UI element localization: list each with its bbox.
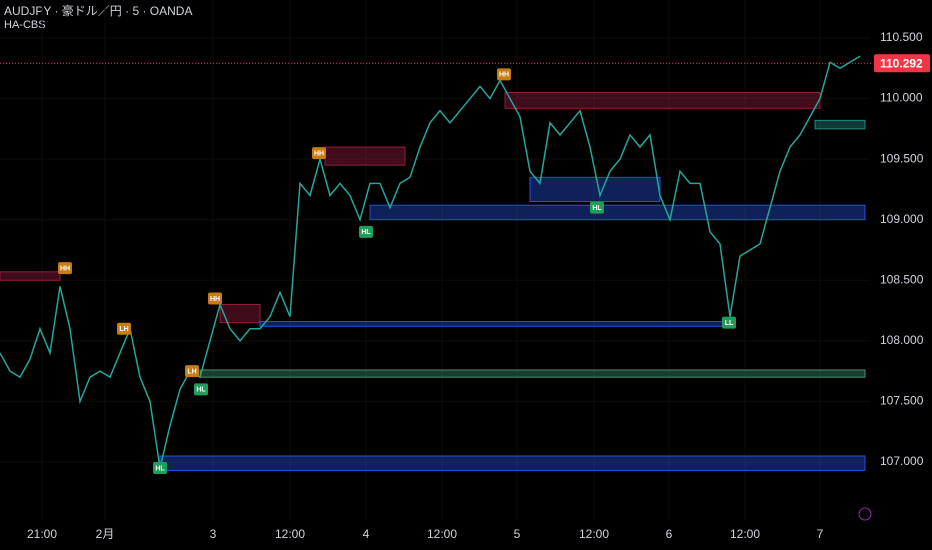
x-tick-label: 12:00 bbox=[427, 527, 457, 541]
zone bbox=[369, 204, 866, 221]
zone bbox=[504, 92, 821, 109]
pivot-marker bbox=[497, 68, 511, 81]
pivot-label: HH bbox=[210, 296, 220, 303]
y-tick-label: 110.500 bbox=[880, 30, 923, 44]
pivot-label: HH bbox=[499, 72, 509, 79]
zone bbox=[814, 119, 866, 130]
x-tick-label: 12:00 bbox=[579, 527, 609, 541]
pivot-marker bbox=[153, 462, 167, 475]
pivot-label: HH bbox=[314, 150, 324, 157]
zone bbox=[199, 369, 866, 378]
pivot-label: LH bbox=[187, 368, 196, 375]
pivot-marker bbox=[312, 147, 326, 160]
y-tick-label: 107.000 bbox=[880, 454, 924, 468]
zone bbox=[529, 176, 661, 203]
y-tick-label: 109.500 bbox=[880, 151, 924, 165]
zone bbox=[324, 146, 406, 166]
chart-title: AUDJPY · 豪ドル／円 · 5 · OANDA bbox=[4, 3, 192, 18]
pivot-label: LH bbox=[119, 326, 128, 333]
pivot-marker bbox=[58, 262, 72, 275]
pivot-marker bbox=[185, 365, 199, 378]
x-tick-label: 4 bbox=[363, 527, 370, 541]
pivot-marker bbox=[359, 225, 373, 238]
y-tick-label: 108.500 bbox=[880, 272, 924, 286]
icon[interactable] bbox=[858, 507, 872, 521]
x-tick-label: 3 bbox=[210, 527, 217, 541]
indicator-name: HA-CBS bbox=[4, 19, 46, 31]
zone bbox=[0, 271, 61, 281]
pivot-marker bbox=[117, 322, 131, 335]
pivot-label: HL bbox=[155, 465, 165, 472]
y-tick-label: 110.000 bbox=[880, 91, 923, 105]
pivot-label: HL bbox=[592, 205, 602, 212]
y-tick-label: 108.000 bbox=[880, 333, 924, 347]
price-line bbox=[0, 55, 861, 469]
pivot-label: LL bbox=[725, 320, 734, 327]
pivot-marker bbox=[194, 383, 208, 396]
zone bbox=[219, 304, 261, 324]
pivot-label: HH bbox=[60, 266, 70, 273]
x-tick-label: 12:00 bbox=[275, 527, 305, 541]
zone bbox=[259, 320, 731, 327]
pivot-marker bbox=[208, 292, 222, 305]
pivot-label: HL bbox=[361, 229, 371, 236]
y-tick-label: 109.000 bbox=[880, 212, 924, 226]
pivot-label: HL bbox=[196, 387, 206, 394]
x-tick-label: 2月 bbox=[96, 527, 115, 541]
x-tick-label: 5 bbox=[514, 527, 521, 541]
last-price-label: 110.292 bbox=[880, 56, 923, 70]
pivot-marker bbox=[722, 316, 736, 329]
pivot-marker bbox=[590, 201, 604, 214]
x-tick-label: 12:00 bbox=[730, 527, 760, 541]
x-tick-label: 7 bbox=[817, 527, 824, 541]
last-price-box bbox=[874, 54, 930, 73]
y-tick-label: 107.500 bbox=[880, 394, 924, 408]
x-tick-label: 6 bbox=[666, 527, 673, 541]
x-tick-label: 21:00 bbox=[27, 527, 57, 541]
zone bbox=[159, 455, 866, 471]
